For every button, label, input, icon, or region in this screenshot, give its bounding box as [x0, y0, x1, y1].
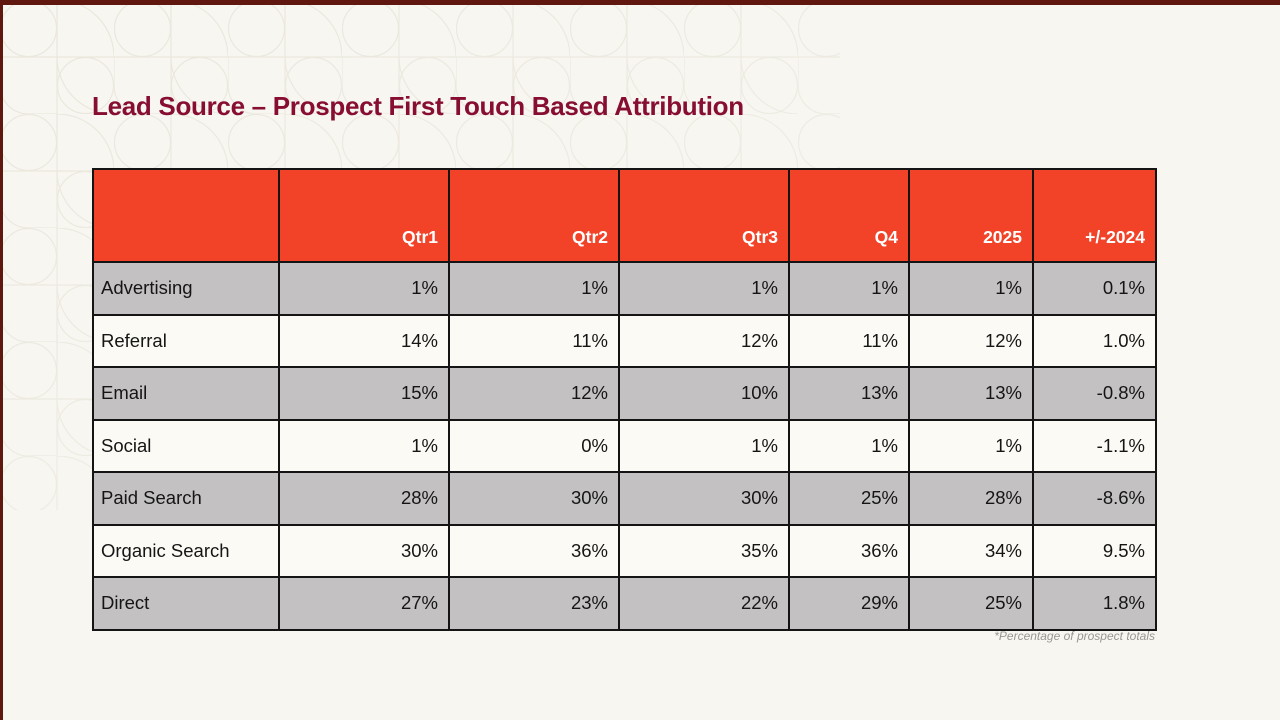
table-cell: 1%: [278, 418, 450, 473]
row-label: Organic Search: [92, 523, 280, 578]
table-cell: 11%: [448, 313, 620, 368]
table-cell: 1%: [908, 261, 1034, 316]
row-label: Advertising: [92, 261, 280, 316]
column-header-blank: [92, 168, 280, 263]
header-row: Qtr1 Qtr2 Qtr3 Q4 2025 +/-2024: [92, 168, 1157, 263]
table-cell: 28%: [278, 471, 450, 526]
table-cell: -8.6%: [1032, 471, 1157, 526]
table-cell: 10%: [618, 366, 790, 421]
row-label: Paid Search: [92, 471, 280, 526]
table-cell: 14%: [278, 313, 450, 368]
table-cell: 12%: [448, 366, 620, 421]
table-cell: 1%: [908, 418, 1034, 473]
left-accent-bar: [0, 0, 3, 720]
table-cell: 28%: [908, 471, 1034, 526]
table-cell: 1.8%: [1032, 576, 1157, 631]
table-cell: 13%: [788, 366, 910, 421]
column-header-qtr1: Qtr1: [278, 168, 450, 263]
table-cell: 36%: [788, 523, 910, 578]
table-cell: 0%: [448, 418, 620, 473]
row-label: Email: [92, 366, 280, 421]
table-cell: 34%: [908, 523, 1034, 578]
table-cell: 25%: [788, 471, 910, 526]
table-cell: 30%: [448, 471, 620, 526]
table-row-advertising: Advertising 1% 1% 1% 1% 1% 0.1%: [92, 261, 1157, 316]
table-cell: 23%: [448, 576, 620, 631]
table-cell: 15%: [278, 366, 450, 421]
table-cell: 1.0%: [1032, 313, 1157, 368]
table-cell: 1%: [618, 418, 790, 473]
table-cell: 27%: [278, 576, 450, 631]
column-header-qtr2: Qtr2: [448, 168, 620, 263]
slide-title: Lead Source – Prospect First Touch Based…: [92, 91, 744, 121]
table-row-direct: Direct 27% 23% 22% 29% 25% 1.8%: [92, 576, 1157, 631]
row-label: Direct: [92, 576, 280, 631]
table-row-referral: Referral 14% 11% 12% 11% 12% 1.0%: [92, 313, 1157, 368]
table-row-social: Social 1% 0% 1% 1% 1% -1.1%: [92, 418, 1157, 473]
table-cell: 30%: [278, 523, 450, 578]
column-header-q4: Q4: [788, 168, 910, 263]
table-cell: 12%: [908, 313, 1034, 368]
top-accent-bar: [0, 0, 1280, 5]
table-cell: 11%: [788, 313, 910, 368]
table-cell: 1%: [618, 261, 790, 316]
row-label: Referral: [92, 313, 280, 368]
row-label: Social: [92, 418, 280, 473]
table-row-organic-search: Organic Search 30% 36% 35% 36% 34% 9.5%: [92, 523, 1157, 578]
footnote: *Percentage of prospect totals: [994, 629, 1155, 643]
table-cell: 22%: [618, 576, 790, 631]
table-cell: 29%: [788, 576, 910, 631]
table-cell: 35%: [618, 523, 790, 578]
table-cell: 13%: [908, 366, 1034, 421]
table-cell: 1%: [278, 261, 450, 316]
table-cell: -1.1%: [1032, 418, 1157, 473]
column-header-qtr3: Qtr3: [618, 168, 790, 263]
table-cell: 1%: [788, 418, 910, 473]
table-cell: -0.8%: [1032, 366, 1157, 421]
table-row-paid-search: Paid Search 28% 30% 30% 25% 28% -8.6%: [92, 471, 1157, 526]
lead-source-attribution-table: Qtr1 Qtr2 Qtr3 Q4 2025 +/-2024 Advertisi…: [92, 168, 1157, 631]
table-cell: 12%: [618, 313, 790, 368]
table-cell: 1%: [448, 261, 620, 316]
column-header-2025: 2025: [908, 168, 1034, 263]
table-row-email: Email 15% 12% 10% 13% 13% -0.8%: [92, 366, 1157, 421]
table-cell: 36%: [448, 523, 620, 578]
table-cell: 30%: [618, 471, 790, 526]
table-cell: 25%: [908, 576, 1034, 631]
column-header-vs-2024: +/-2024: [1032, 168, 1157, 263]
table-cell: 1%: [788, 261, 910, 316]
table-cell: 0.1%: [1032, 261, 1157, 316]
table-cell: 9.5%: [1032, 523, 1157, 578]
